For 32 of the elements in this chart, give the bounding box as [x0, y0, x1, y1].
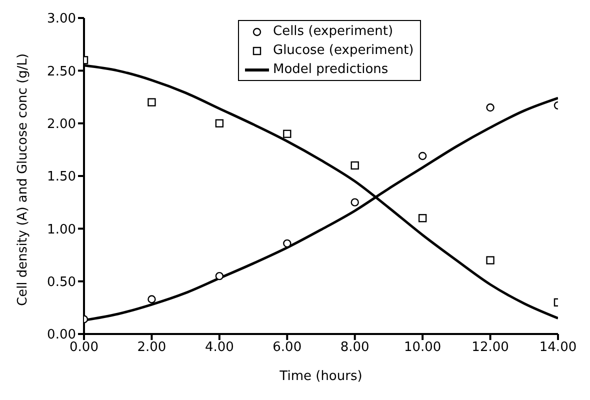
legend-label: Glucose (experiment) — [273, 42, 414, 60]
point — [418, 214, 427, 222]
point — [418, 152, 427, 160]
x-tick-label: 12.00 — [472, 340, 509, 356]
point — [283, 130, 292, 138]
y-tick-label: 0.00 — [47, 328, 76, 343]
y-axis-title: Cell density (A) and Glucose conc (g/L) — [16, 53, 31, 306]
y-tick-label: 0.50 — [47, 274, 76, 290]
y-tick-label: 3.00 — [47, 12, 76, 27]
x-tick-label: 10.00 — [404, 340, 442, 356]
point — [148, 295, 156, 304]
x-tick-label: 0.00 — [70, 340, 98, 356]
x-tick-label: 14.00 — [539, 340, 577, 356]
y-tick-label: 1.00 — [47, 222, 76, 238]
point — [350, 161, 359, 170]
point — [283, 239, 292, 248]
y-tick-label: 2.00 — [47, 116, 76, 132]
point — [215, 272, 224, 280]
point — [486, 256, 494, 264]
point — [148, 98, 156, 106]
legend-label: Cells (experiment) — [273, 23, 394, 41]
y-tick-label: 1.50 — [47, 170, 76, 185]
x-tick-label: 4.00 — [204, 340, 234, 356]
point — [486, 103, 494, 112]
x-tick-label: 2.00 — [137, 340, 166, 356]
point — [350, 198, 359, 206]
legend-label: Model predictions — [273, 61, 388, 79]
x-tick-label: 6.00 — [272, 340, 302, 356]
x-axis-title: Time (hours) — [278, 369, 362, 384]
y-tick-label: 2.50 — [47, 64, 76, 80]
point — [215, 119, 224, 128]
x-tick-label: 8.00 — [340, 340, 370, 356]
